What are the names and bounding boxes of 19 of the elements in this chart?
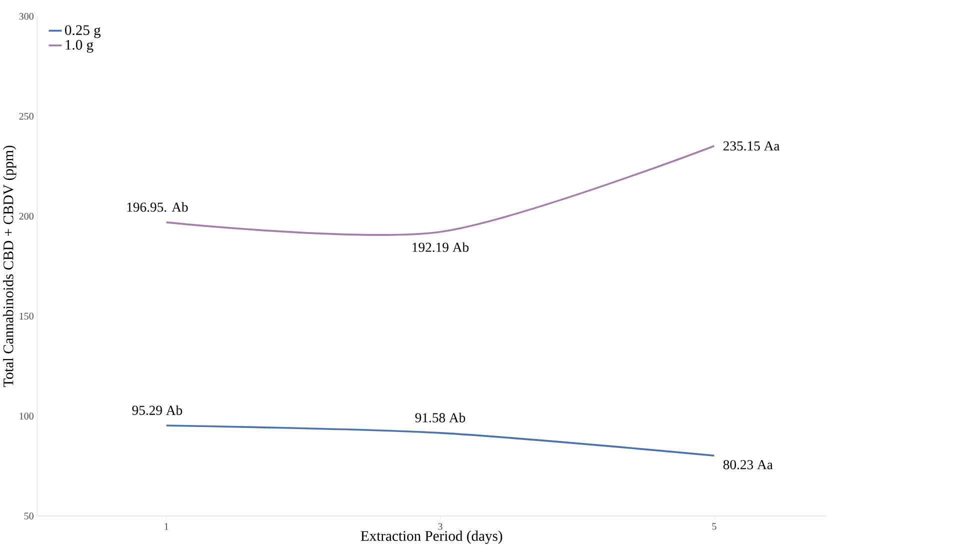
legend-label: 1.0 g — [66, 40, 94, 53]
x-tick-label: 5 — [712, 523, 716, 530]
y-tick-label: 50 — [24, 512, 34, 520]
x-tick-label: 1 — [164, 523, 168, 530]
legend-label: 0.25 g — [65, 25, 101, 38]
x-axis-title: Extraction Period (days) — [360, 530, 502, 544]
data-label: 91.58 Ab — [415, 412, 466, 423]
data-label: 196.95. Ab — [127, 202, 188, 212]
data-label: 235.15 Aa — [723, 142, 780, 151]
y-tick-label: 300 — [19, 13, 34, 20]
y-tick-label: 100 — [20, 412, 34, 420]
y-tick-label: 200 — [19, 213, 34, 220]
data-label: 192.19 Ab — [412, 242, 469, 252]
data-label: 95.29 Ab — [132, 405, 182, 416]
y-axis-title: Total Cannabinoids CBD + CBDV (ppm) — [3, 146, 16, 388]
y-tick-label: 250 — [19, 113, 34, 120]
data-label: 80.23 Aa — [723, 460, 773, 470]
x-tick-label: 3 — [438, 523, 442, 530]
y-tick-label: 150 — [20, 312, 34, 320]
